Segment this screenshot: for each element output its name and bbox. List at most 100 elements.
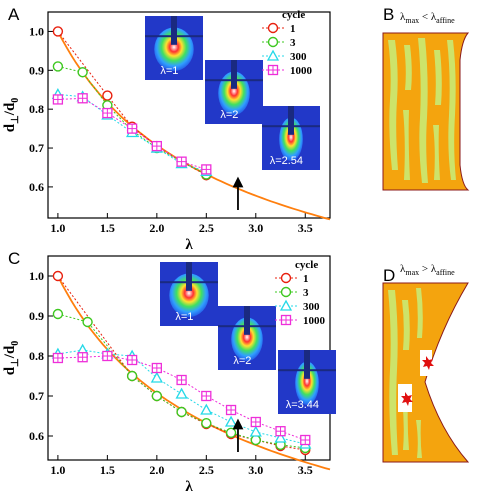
schematic-d-crack-1: [422, 356, 434, 370]
chart-a: 1.0 1.5 2.0 2.5 3.0 3.5 0.6 0.7 0.8 0.9 1.0 λ d⊥/d0 λ…: [2, 9, 331, 253]
chart-c-point-series-3: [176, 406, 187, 418]
chart-c-series-3-line: [57, 313, 306, 449]
chart-a-legend-label-3: 3: [290, 37, 296, 49]
chart-a-legend-label-1: 1: [290, 23, 296, 35]
schematic-d-crack-2: [401, 392, 413, 406]
chart-c-point-series-1: [52, 270, 64, 282]
chart-c-ylabel: d⊥/d0: [2, 341, 21, 376]
chart-c-saxs-inset-1: λ=1: [160, 262, 218, 326]
chart-c-saxs-label-3: λ=3.44: [286, 399, 319, 411]
chart-c-point-series-3: [225, 427, 237, 438]
chart-a-point-series-1: [52, 26, 64, 37]
chart-a-point-series-3: [52, 61, 64, 72]
chart-a-point-series-1: [102, 90, 113, 101]
chart-a-point-series-1000: [77, 93, 88, 104]
chart-c-point-series-3: [250, 434, 261, 446]
chart-c-ytick-label: 0.6: [29, 429, 44, 443]
chart-c: 1.0 1.5 2.0 2.5 3.0 3.5 0.6 0.7 0.8 0.9 1.0 λ d⊥/d0 λ…: [2, 255, 336, 495]
chart-a-ytick-label: 0.8: [29, 102, 44, 116]
chart-c-legend-marker-1000: [280, 314, 292, 326]
chart-a-xlabel: λ: [185, 237, 193, 253]
chart-c-legend-marker-3: [280, 286, 292, 298]
chart-c-point-series-1000: [176, 374, 187, 386]
chart-a-plot-frame: [47, 11, 331, 219]
chart-c-legend-label-1000: 1000: [303, 315, 326, 327]
schematic-b: λmax < λaffine: [382, 11, 470, 191]
chart-a-point-series-3: [77, 67, 88, 78]
chart-a-series-1-line: [57, 31, 207, 176]
chart-a-saxs-label-3: λ=2.54: [270, 155, 303, 167]
chart-c-point-series-3: [82, 316, 93, 328]
panel-letter-b: B: [383, 5, 394, 24]
schematic-b-domain-1: [388, 40, 398, 170]
chart-a-xtick-label: 1.5: [100, 221, 115, 235]
chart-c-point-series-1000: [102, 350, 113, 362]
chart-c-xtick-label: 2.5: [199, 463, 214, 477]
panel-letter-c: C: [8, 249, 20, 268]
chart-c-legend-title: cycle: [295, 259, 318, 271]
chart-a-point-series-1000: [176, 156, 187, 167]
chart-c-ytick-label: 0.8: [29, 349, 44, 363]
schematic-b-domain-2: [403, 45, 412, 180]
chart-c-point-series-1000: [126, 354, 138, 366]
panel-letter-a: A: [8, 5, 20, 24]
chart-a-point-series-1000: [201, 164, 212, 175]
chart-a-saxs-inset-3: λ=2.54: [262, 106, 320, 170]
schematic-b-label: λmax < λaffine: [400, 11, 455, 25]
chart-a-xtick-label: 2.0: [149, 221, 164, 235]
schematic-d-domain-3: [416, 288, 423, 458]
chart-c-xtick-label: 1.0: [50, 463, 65, 477]
schematic-b-domain-3: [418, 38, 428, 183]
chart-a-point-series-1000: [151, 140, 162, 152]
chart-c-point-series-1000: [77, 352, 88, 363]
chart-a-saxs-inset-1: λ=1: [145, 16, 203, 80]
schematic-b-domain-5: [447, 40, 456, 180]
panel-letter-d: D: [383, 266, 395, 285]
chart-c-point-series-1000: [275, 426, 286, 437]
chart-c-point-series-1000: [250, 416, 261, 428]
schematic-d: λmax > λaffine: [382, 263, 470, 463]
schematic-d-domain-1: [388, 290, 398, 455]
chart-a-ytick-label: 1.0: [29, 24, 44, 38]
chart-c-legend-label-300: 300: [303, 301, 320, 313]
chart-c-point-series-1000: [201, 390, 212, 402]
chart-c-xtick-label: 3.0: [248, 463, 263, 477]
chart-a-legend-label-1000: 1000: [290, 65, 313, 77]
chart-c-point-series-1000: [151, 362, 162, 374]
chart-c-point-series-1000: [225, 404, 237, 416]
chart-a-ytick-label: 0.9: [29, 63, 44, 77]
chart-c-saxs-label-2: λ=2: [233, 355, 251, 367]
chart-c-legend: cycle 1 3 300 1000: [275, 259, 326, 327]
chart-c-saxs-label-1: λ=1: [175, 311, 193, 323]
chart-a-point-series-1000: [102, 107, 113, 119]
chart-c-ytick-label: 1.0: [29, 269, 44, 283]
chart-a-legend: cycle 1 3 300 1000: [262, 9, 313, 77]
chart-c-fit-curve: [57, 275, 331, 471]
chart-a-ytick-label: 0.6: [29, 180, 44, 194]
chart-c-saxs-inset-2: λ=2: [218, 306, 276, 370]
chart-c-xtick-label: 2.0: [149, 463, 164, 477]
chart-a-xtick-label: 2.5: [199, 221, 214, 235]
chart-a-legend-marker-300: [266, 49, 280, 61]
chart-c-point-series-300: [200, 403, 213, 415]
chart-c-point-series-3: [126, 370, 138, 382]
chart-a-legend-label-300: 300: [290, 51, 307, 63]
chart-c-point-series-3: [201, 418, 212, 429]
schematic-d-label: λmax > λaffine: [400, 263, 455, 277]
chart-c-point-series-3: [52, 308, 64, 320]
chart-c-ytick-label: 0.7: [29, 389, 44, 403]
chart-c-point-series-300: [150, 371, 163, 383]
chart-a-point-series-1000: [52, 94, 64, 105]
chart-c-point-series-300: [224, 415, 238, 427]
chart-a-legend-marker-1000: [267, 64, 279, 76]
schematic-d-domain-2: [402, 300, 410, 450]
chart-a-saxs-label-1: λ=1: [160, 65, 178, 77]
chart-c-xtick-label: 3.5: [298, 463, 313, 477]
chart-c-point-series-300: [274, 431, 287, 443]
chart-a-xtick-label: 3.0: [248, 221, 263, 235]
chart-c-xlabel: λ: [185, 479, 193, 495]
chart-c-legend-marker-300: [279, 299, 293, 311]
chart-a-legend-marker-3: [267, 36, 279, 48]
chart-a-saxs-inset-2: λ=2: [205, 60, 263, 124]
